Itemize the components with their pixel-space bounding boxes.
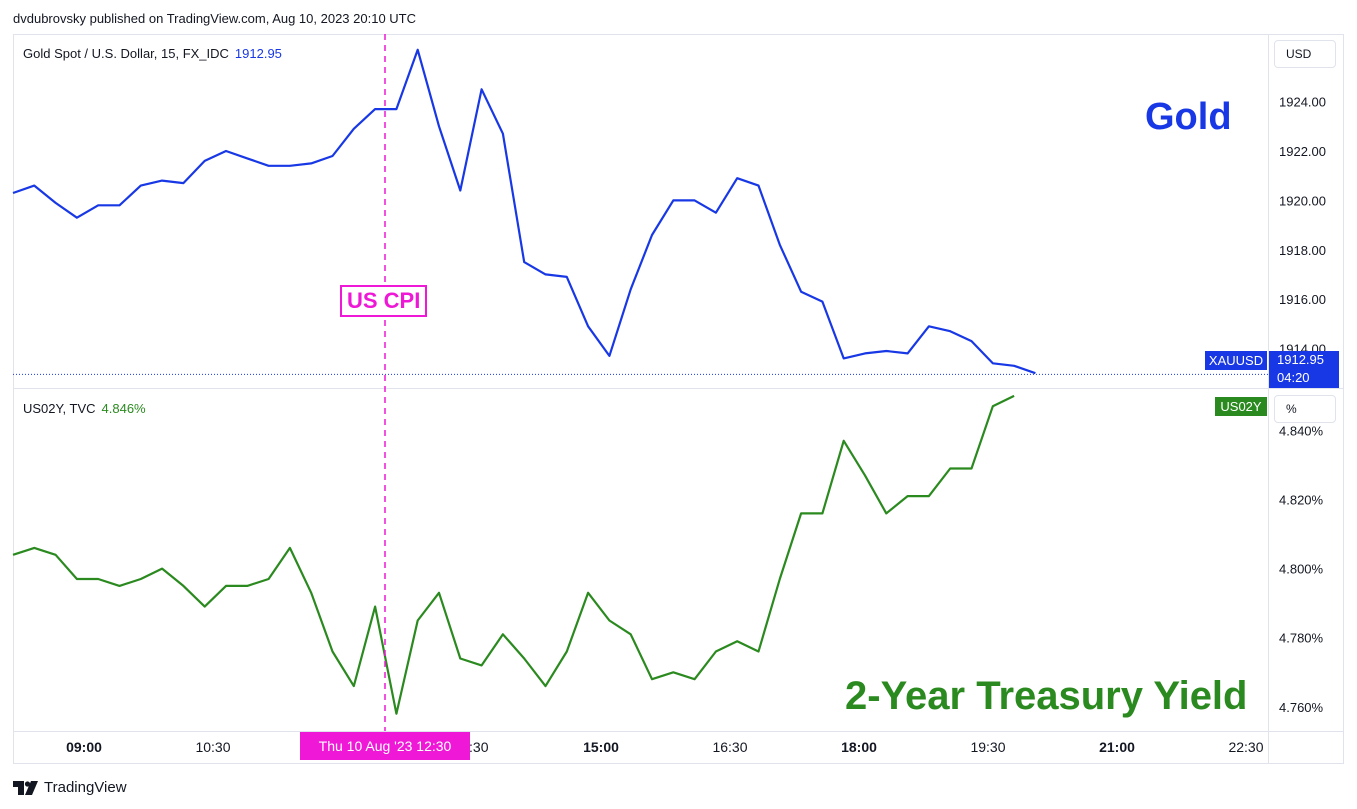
xauusd-countdown: 04:20 — [1277, 370, 1310, 385]
gold-legend-value: 1912.95 — [234, 46, 282, 61]
x-tick-label: 18:00 — [841, 739, 877, 755]
yield-legend-value: 4.846% — [101, 401, 146, 416]
publish-header: dvdubrovsky published on TradingView.com… — [13, 11, 417, 26]
x-tick-label: 19:30 — [970, 739, 1006, 755]
yield-legend-symbol: US02Y, TVC — [23, 401, 96, 416]
y-tick-label: 4.800% — [1279, 562, 1324, 577]
crosshair-date-tag: Thu 10 Aug '23 12:30 — [300, 732, 470, 760]
x-tick-label: 15:00 — [583, 739, 619, 755]
tradingview-logo[interactable]: TradingView — [13, 779, 127, 796]
x-tick-label: 21:00 — [1099, 739, 1135, 755]
yield-line[interactable] — [12, 394, 1015, 715]
us02y-symbol-tag: US02Y — [1215, 397, 1267, 416]
tradingview-logo-text: TradingView — [44, 779, 127, 796]
y-tick-label: 1922.00 — [1279, 144, 1326, 159]
y-tick-label: 4.840% — [1279, 423, 1324, 438]
y-tick-label: 1918.00 — [1279, 243, 1326, 258]
yield-annotation-label: 2-Year Treasury Yield — [845, 674, 1248, 718]
gold-price-line[interactable] — [12, 48, 1036, 375]
currency-unit-button[interactable]: USD — [1274, 40, 1336, 68]
chart-frame — [13, 34, 1344, 764]
y-tick-label: 1924.00 — [1279, 95, 1326, 110]
tradingview-logo-icon — [13, 780, 38, 795]
x-tick-label: 16:30 — [712, 739, 748, 755]
y-tick-label: 1920.00 — [1279, 193, 1326, 208]
time-axis-border — [13, 731, 1344, 732]
cpi-annotation-label[interactable]: US CPI — [340, 285, 428, 317]
x-tick-label: 10:30 — [195, 739, 231, 755]
price-axis-border — [1268, 34, 1269, 764]
y-tick-label: 4.780% — [1279, 631, 1324, 646]
x-tick-label: 09:00 — [66, 739, 102, 755]
xauusd-price-tag: 1912.95 04:20 — [1269, 351, 1339, 388]
y-tick-label: 4.760% — [1279, 700, 1324, 715]
gold-legend-symbol: Gold Spot / U.S. Dollar, 15, FX_IDC — [23, 46, 229, 61]
y-tick-label: 1916.00 — [1279, 292, 1326, 307]
pane-separator[interactable] — [13, 388, 1344, 389]
yield-legend[interactable]: US02Y, TVC 4.846% — [23, 401, 146, 416]
percent-unit-button[interactable]: % — [1274, 395, 1336, 423]
y-tick-label: 4.820% — [1279, 493, 1324, 508]
gold-legend[interactable]: Gold Spot / U.S. Dollar, 15, FX_IDC 1912.… — [23, 46, 282, 61]
x-tick-label: 22:30 — [1228, 739, 1264, 755]
gold-annotation-label: Gold — [1145, 96, 1232, 138]
xauusd-symbol-tag: XAUUSD — [1205, 351, 1267, 370]
xauusd-price-value: 1912.95 — [1277, 352, 1324, 367]
